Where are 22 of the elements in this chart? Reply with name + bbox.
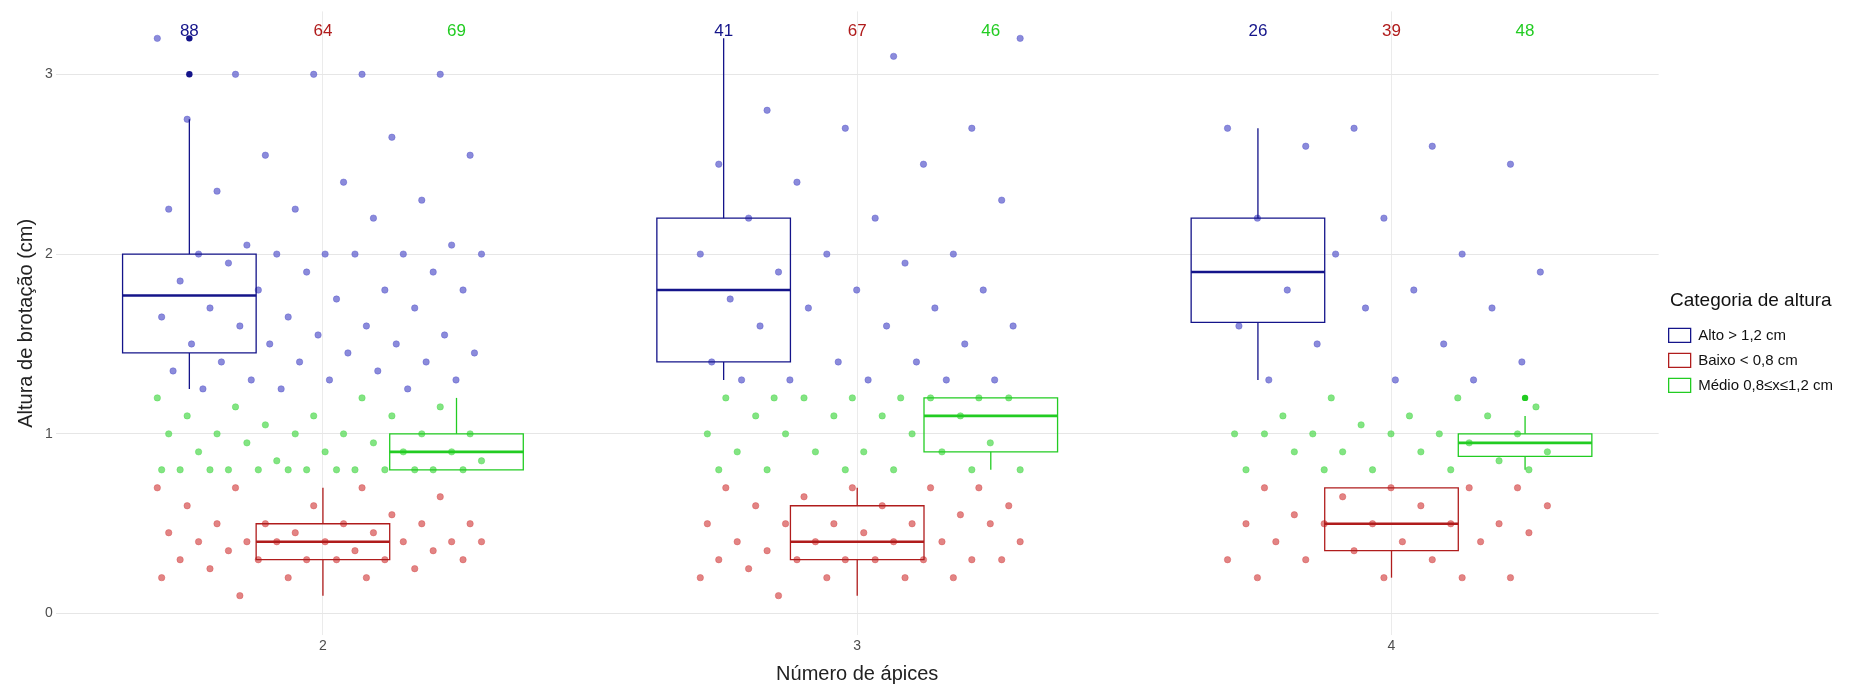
x-axis-title: Número de ápices [776, 661, 939, 684]
annotation: 26 [1248, 21, 1268, 41]
annotation: 48 [1515, 21, 1535, 41]
annotation: 41 [714, 21, 734, 41]
annotation: 69 [447, 21, 466, 41]
y-tick-label: 3 [44, 65, 53, 82]
y-tick-label: 1 [44, 424, 53, 441]
y-axis-title: Altura de brotação (cm) [13, 218, 36, 428]
annotation: 46 [981, 21, 1001, 41]
legend-title: Categoria de altura [1670, 288, 1833, 310]
annotation: 88 [179, 21, 199, 41]
legend-label: Médio 0,8≤x≤1,2 cm [1698, 375, 1834, 393]
legend-label: Alto > 1,2 cm [1698, 325, 1787, 343]
x-tick-label: 4 [1387, 637, 1396, 654]
y-tick-label: 0 [44, 604, 53, 621]
y-tick-label: 2 [44, 244, 53, 261]
annotation: 39 [1382, 21, 1401, 41]
annotation: 64 [313, 21, 333, 41]
x-tick-label: 2 [319, 637, 328, 654]
annotation: 67 [847, 21, 867, 41]
legend-label: Baixo < 0,8 cm [1698, 350, 1798, 368]
x-tick-label: 3 [853, 637, 862, 654]
